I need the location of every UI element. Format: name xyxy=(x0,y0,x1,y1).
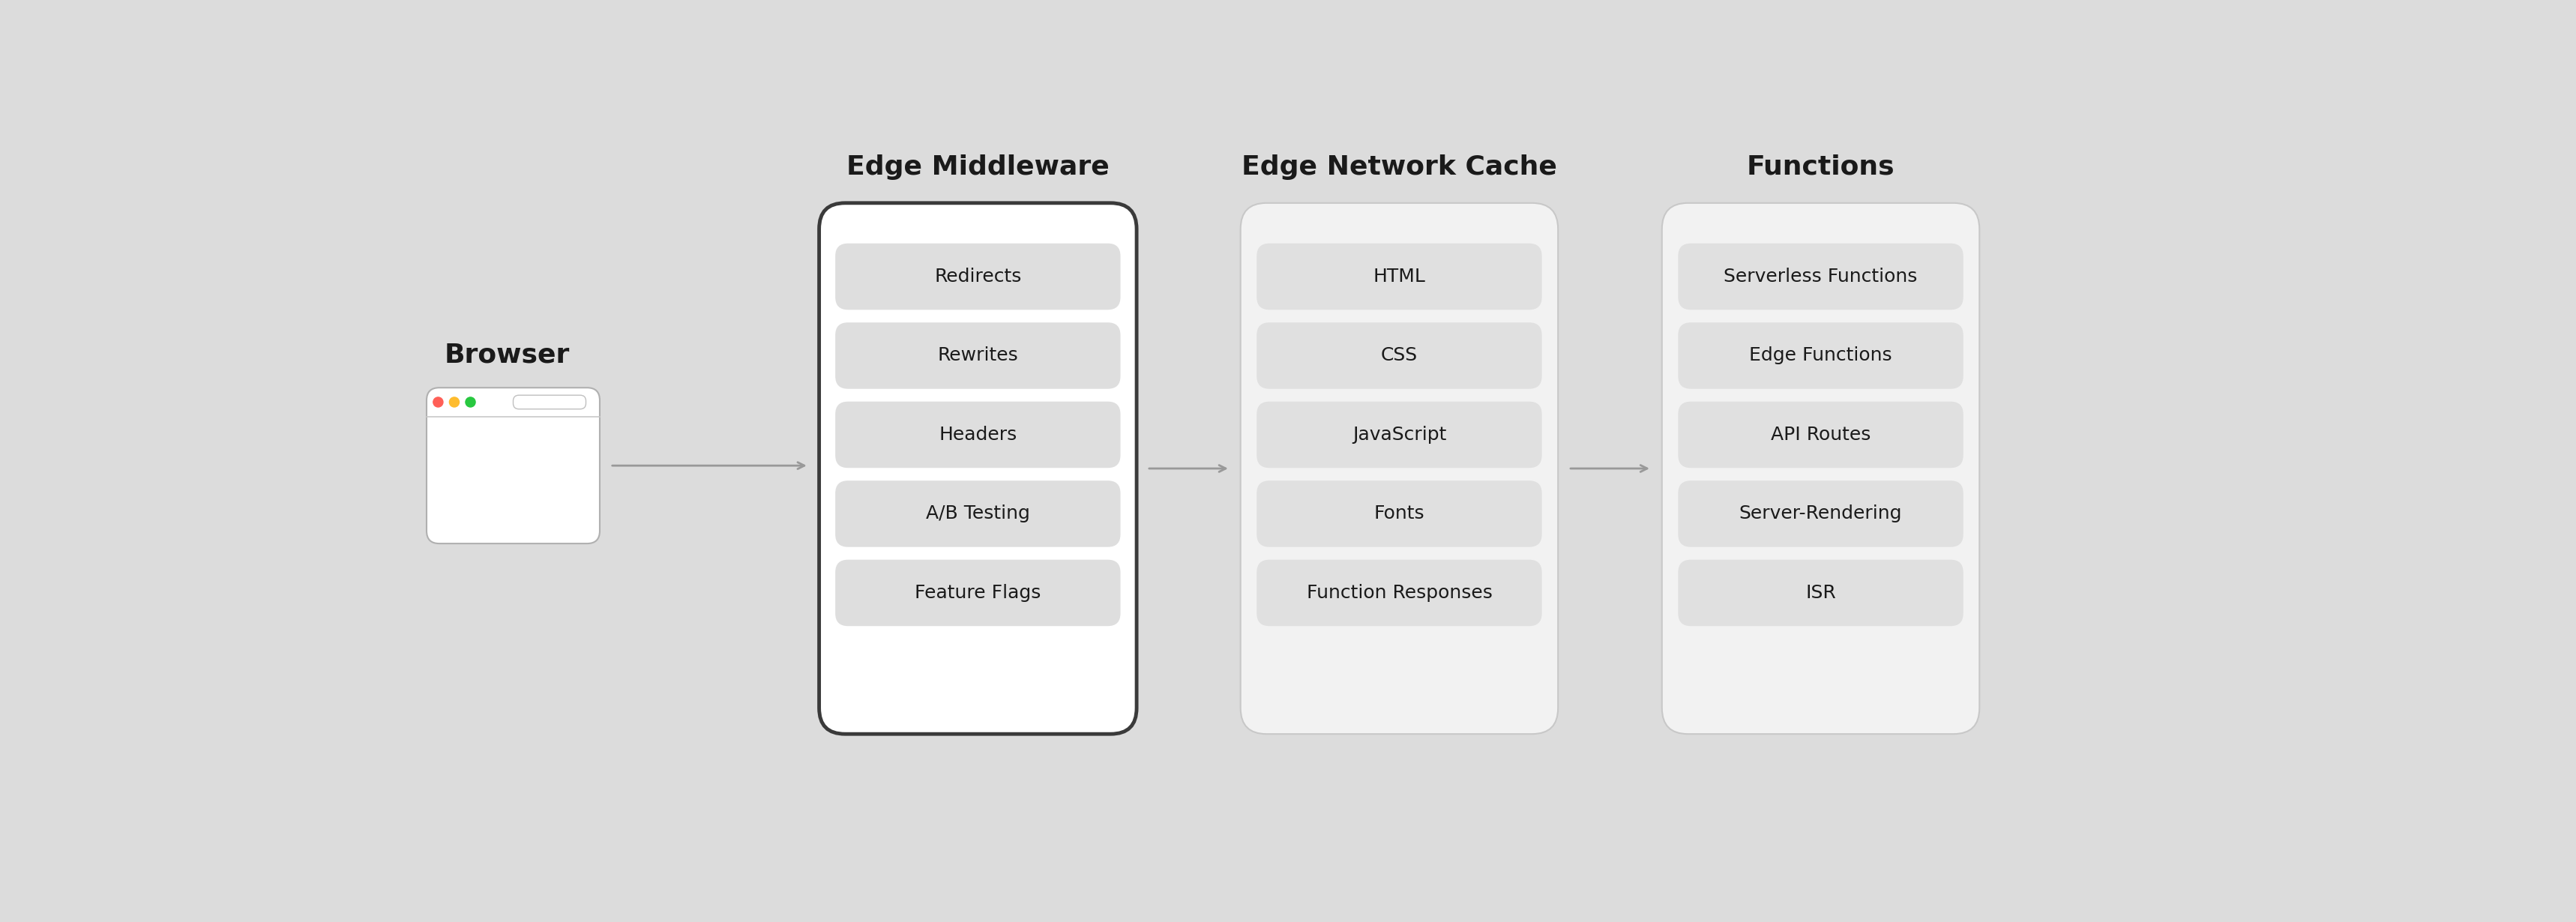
Text: ISR: ISR xyxy=(1806,584,1837,602)
Text: Edge Network Cache: Edge Network Cache xyxy=(1242,154,1556,180)
Text: Serverless Functions: Serverless Functions xyxy=(1723,267,1917,286)
FancyBboxPatch shape xyxy=(428,387,600,544)
FancyBboxPatch shape xyxy=(1257,402,1543,468)
Text: Redirects: Redirects xyxy=(935,267,1023,286)
Text: Browser: Browser xyxy=(446,342,569,368)
FancyBboxPatch shape xyxy=(835,243,1121,310)
FancyBboxPatch shape xyxy=(835,560,1121,626)
Text: Fonts: Fonts xyxy=(1373,505,1425,523)
FancyBboxPatch shape xyxy=(1257,243,1543,310)
FancyBboxPatch shape xyxy=(835,323,1121,389)
FancyBboxPatch shape xyxy=(1677,323,1963,389)
FancyBboxPatch shape xyxy=(1257,560,1543,626)
FancyBboxPatch shape xyxy=(835,402,1121,468)
Circle shape xyxy=(448,397,459,407)
FancyBboxPatch shape xyxy=(1257,323,1543,389)
FancyBboxPatch shape xyxy=(835,480,1121,547)
FancyBboxPatch shape xyxy=(1677,243,1963,310)
Text: Function Responses: Function Responses xyxy=(1306,584,1492,602)
Circle shape xyxy=(466,397,477,407)
Text: Feature Flags: Feature Flags xyxy=(914,584,1041,602)
FancyBboxPatch shape xyxy=(513,396,585,409)
Circle shape xyxy=(433,397,443,407)
Text: JavaScript: JavaScript xyxy=(1352,426,1445,443)
Text: Edge Middleware: Edge Middleware xyxy=(848,154,1110,180)
Text: Server-Rendering: Server-Rendering xyxy=(1739,505,1901,523)
FancyBboxPatch shape xyxy=(1677,560,1963,626)
FancyBboxPatch shape xyxy=(819,203,1136,734)
Text: API Routes: API Routes xyxy=(1770,426,1870,443)
Text: CSS: CSS xyxy=(1381,347,1417,364)
Text: Functions: Functions xyxy=(1747,154,1896,180)
Text: A/B Testing: A/B Testing xyxy=(925,505,1030,523)
Text: HTML: HTML xyxy=(1373,267,1425,286)
FancyBboxPatch shape xyxy=(1257,480,1543,547)
FancyBboxPatch shape xyxy=(1677,480,1963,547)
FancyBboxPatch shape xyxy=(1677,402,1963,468)
FancyBboxPatch shape xyxy=(1242,203,1558,734)
Text: Rewrites: Rewrites xyxy=(938,347,1018,364)
Text: Headers: Headers xyxy=(938,426,1018,443)
Text: Edge Functions: Edge Functions xyxy=(1749,347,1893,364)
FancyBboxPatch shape xyxy=(1662,203,1978,734)
